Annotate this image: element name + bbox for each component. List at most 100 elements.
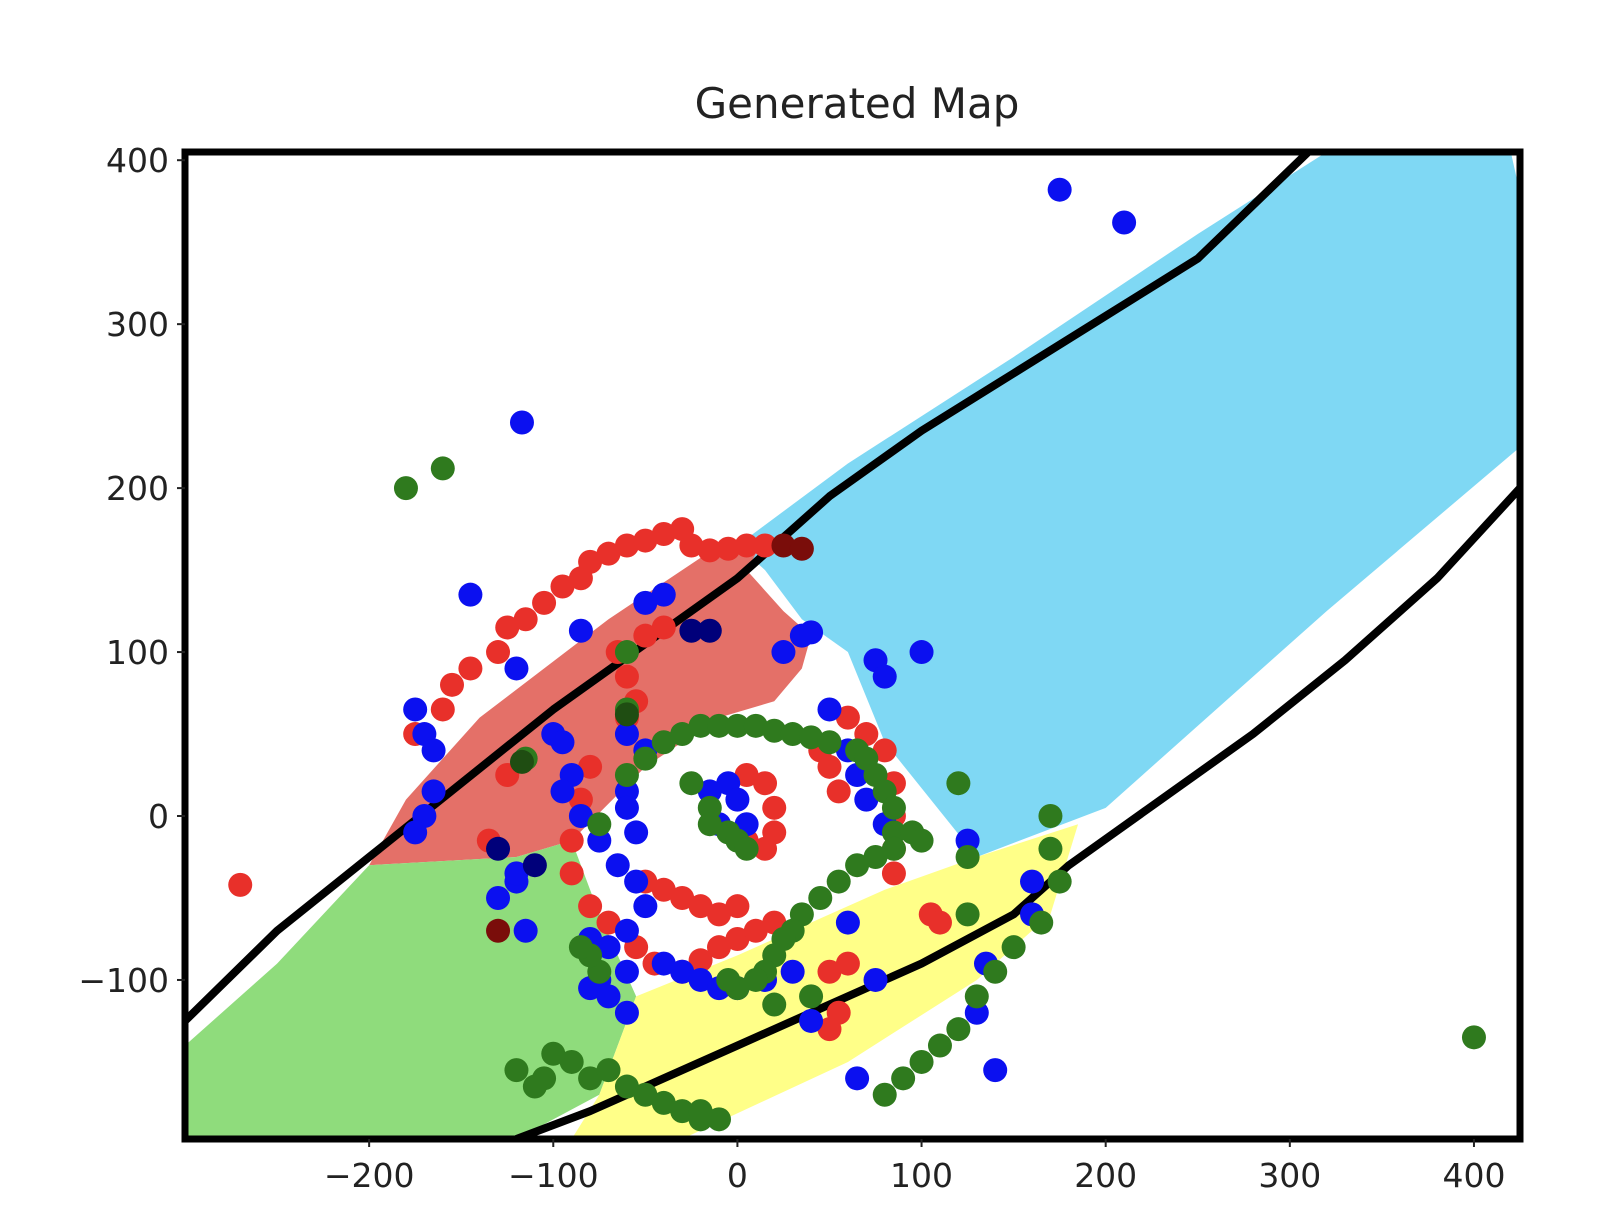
point-red: [458, 656, 483, 681]
point-green: [927, 1033, 952, 1058]
point-red: [725, 894, 750, 919]
point-green: [955, 845, 980, 869]
point-red: [228, 872, 253, 897]
region-red-area: [369, 537, 812, 866]
point-red: [568, 787, 593, 812]
point-red: [651, 877, 676, 902]
point-green: [707, 713, 731, 738]
point-green: [872, 1082, 897, 1107]
point-green: [651, 1090, 676, 1115]
point-red: [670, 885, 695, 910]
point-red: [679, 533, 704, 558]
point-darkblue: [697, 618, 722, 643]
point-blue: [854, 787, 879, 812]
point-blue: [550, 730, 575, 755]
point-red: [688, 894, 713, 919]
point-blue: [486, 885, 511, 910]
point-blue: [771, 640, 796, 665]
point-blue: [587, 828, 612, 853]
point-red: [817, 959, 842, 984]
point-green: [670, 1099, 695, 1124]
point-green: [1038, 836, 1063, 861]
point-blue: [550, 779, 575, 804]
point-blue: [725, 787, 750, 812]
lower-boundary-line: [515, 485, 1520, 1139]
point-darkblue: [522, 853, 547, 878]
y-tick-label: 300: [106, 305, 169, 344]
point-green: [1001, 935, 1026, 960]
point-red: [596, 541, 621, 566]
point-blue: [513, 918, 538, 943]
point-green: [688, 1099, 713, 1124]
point-darkgreen: [614, 702, 639, 727]
point-red: [707, 935, 731, 960]
point-blue: [651, 582, 676, 607]
plot-frame: [181, 148, 1524, 1143]
point-blue: [1020, 869, 1045, 894]
point-green: [817, 730, 842, 755]
point-red: [927, 910, 952, 935]
point-green: [568, 935, 593, 960]
point-blue: [596, 935, 621, 960]
point-blue: [688, 967, 713, 992]
point-blue: [624, 869, 649, 894]
point-green: [707, 1107, 731, 1132]
point-red: [440, 672, 464, 697]
point-red: [743, 918, 768, 943]
point-red: [578, 549, 603, 574]
y-tick-label: −100: [78, 961, 169, 1000]
point-blue: [697, 779, 722, 804]
point-blue: [421, 779, 446, 804]
region-blue-area: [737, 152, 1520, 857]
x-tick-label: 100: [890, 1156, 953, 1195]
point-green: [633, 1082, 658, 1107]
point-green: [596, 1058, 621, 1083]
point-green: [799, 725, 824, 750]
point-red: [881, 861, 906, 886]
point-red: [707, 902, 731, 927]
point-green: [909, 1049, 934, 1074]
point-red: [725, 926, 750, 951]
point-red: [513, 607, 538, 632]
point-red: [753, 533, 778, 558]
point-red: [872, 738, 897, 763]
point-green: [863, 845, 888, 869]
point-blue: [845, 1066, 870, 1091]
point-green: [697, 812, 722, 837]
point-blue: [651, 951, 676, 976]
point-green: [743, 967, 768, 992]
point-green: [614, 640, 639, 665]
y-tick-label: 200: [106, 469, 169, 508]
point-red: [835, 951, 860, 976]
point-red: [633, 528, 658, 553]
point-darkblue: [679, 618, 704, 643]
point-green: [541, 1041, 566, 1066]
point-red: [826, 779, 851, 804]
point-red: [550, 574, 575, 599]
point-green: [578, 1066, 603, 1091]
point-green: [881, 836, 906, 861]
point-red: [835, 705, 860, 730]
point-blue: [817, 697, 842, 722]
point-green: [1038, 804, 1063, 829]
point-green: [716, 967, 741, 992]
point-green: [743, 713, 768, 738]
point-blue: [614, 959, 639, 984]
point-red: [596, 910, 621, 935]
point-blue: [403, 820, 428, 845]
point-green: [983, 959, 1008, 984]
point-green: [946, 771, 971, 796]
point-red: [734, 533, 759, 558]
point-green: [762, 992, 787, 1017]
point-green: [522, 1074, 547, 1099]
point-darkred: [486, 918, 511, 943]
point-green: [845, 853, 870, 878]
point-red: [817, 754, 842, 779]
point-red: [762, 795, 787, 820]
point-green: [559, 1049, 584, 1074]
point-blue: [780, 959, 805, 984]
point-green: [670, 722, 695, 747]
point-blue: [504, 861, 529, 886]
point-green: [725, 713, 750, 738]
